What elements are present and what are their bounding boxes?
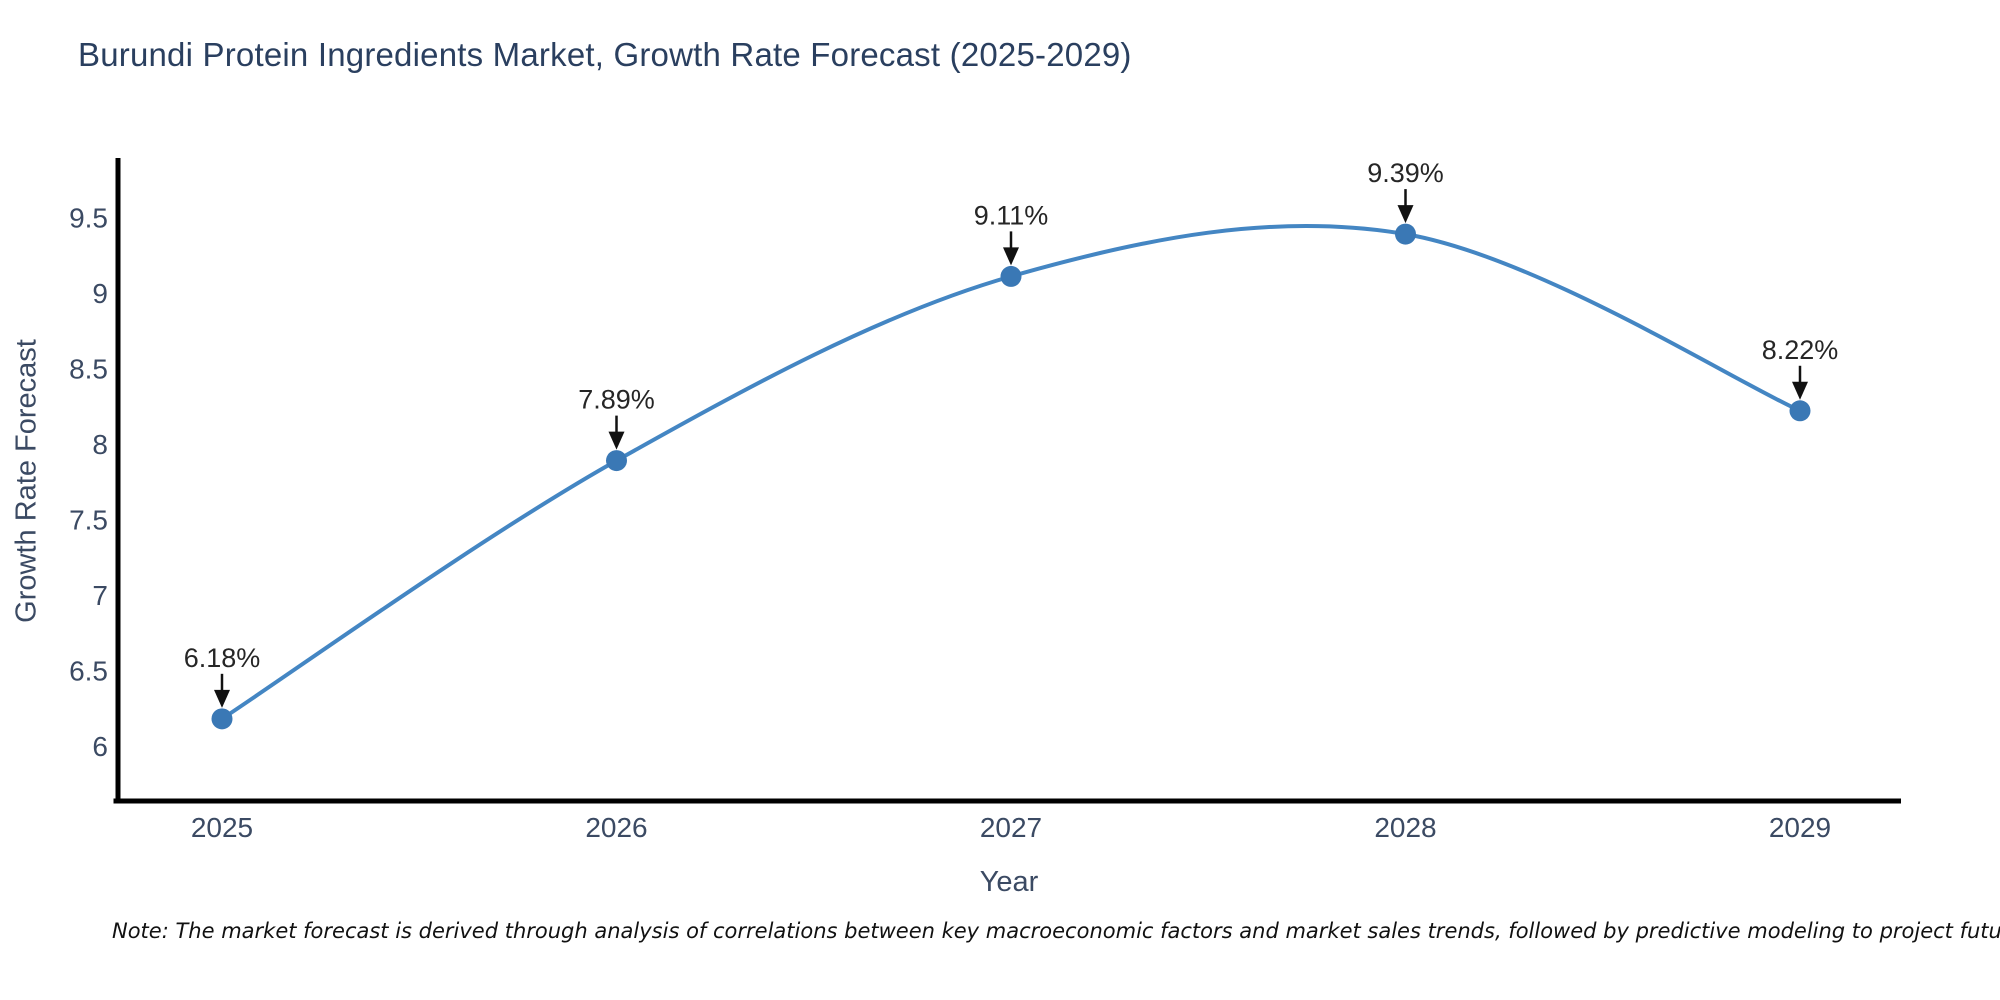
point-label: 9.39%	[1367, 158, 1444, 188]
point-label: 7.89%	[578, 385, 655, 415]
annotation-arrowhead	[608, 431, 625, 450]
data-point	[1395, 223, 1416, 245]
x-tick-label: 2027	[980, 812, 1042, 843]
footnote: Note: The market forecast is derived thr…	[112, 919, 2000, 943]
forecast-line	[220, 223, 1802, 721]
x-tick-label: 2029	[1769, 812, 1831, 843]
x-tick-label: 2026	[585, 812, 647, 843]
data-point	[211, 708, 233, 730]
y-tick-label: 6	[92, 731, 108, 762]
annotation-arrowhead	[1792, 381, 1808, 400]
y-axis-title: Growth Rate Forecast	[10, 339, 43, 623]
data-point	[606, 450, 627, 472]
y-tick-label: 9	[92, 278, 108, 309]
point-label: 9.11%	[974, 200, 1049, 230]
x-tick-label: 2028	[1374, 812, 1436, 843]
chart-title: Burundi Protein Ingredients Market, Grow…	[78, 36, 1132, 73]
annotation-arrowhead	[214, 689, 230, 708]
y-tick-label: 9.5	[69, 203, 108, 234]
data-point	[1789, 400, 1811, 422]
point-label: 6.18%	[184, 643, 261, 673]
y-tick-label: 8	[92, 429, 108, 460]
data-point	[1000, 265, 1022, 287]
y-tick-label: 7.5	[69, 505, 108, 536]
annotation-arrowhead	[1397, 205, 1414, 224]
y-tick-label: 7	[92, 580, 108, 611]
y-tick-label: 6.5	[69, 656, 108, 687]
annotation-arrowhead	[1003, 247, 1019, 266]
point-label: 8.22%	[1762, 335, 1839, 365]
y-tick-label: 8.5	[69, 354, 108, 385]
x-tick-label: 2025	[191, 812, 253, 843]
x-axis-title: Year	[979, 866, 1039, 898]
